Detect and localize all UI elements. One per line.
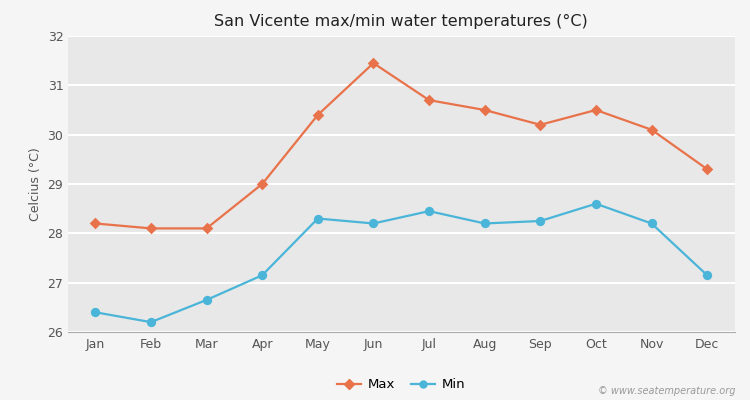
Point: [423, 208, 435, 214]
Point: [200, 297, 212, 303]
Point: [590, 200, 602, 207]
Point: [534, 218, 546, 224]
Point: [312, 215, 324, 222]
Point: [701, 272, 713, 278]
Text: © www.seatemperature.org: © www.seatemperature.org: [598, 386, 735, 396]
Point: [368, 220, 380, 227]
Y-axis label: Celcius (°C): Celcius (°C): [29, 147, 42, 221]
Point: [145, 319, 157, 325]
Point: [646, 220, 658, 227]
Point: [478, 107, 490, 113]
Point: [478, 220, 490, 227]
Point: [701, 166, 713, 172]
Point: [89, 220, 101, 227]
Point: [368, 60, 380, 66]
Point: [534, 122, 546, 128]
Legend: Max, Min: Max, Min: [332, 373, 470, 396]
Point: [423, 97, 435, 103]
Title: San Vicente max/min water temperatures (°C): San Vicente max/min water temperatures (…: [214, 14, 588, 29]
Point: [256, 272, 268, 278]
Point: [89, 309, 101, 316]
Point: [200, 225, 212, 232]
Point: [145, 225, 157, 232]
Point: [256, 181, 268, 187]
Point: [590, 107, 602, 113]
Point: [312, 112, 324, 118]
Point: [646, 126, 658, 133]
